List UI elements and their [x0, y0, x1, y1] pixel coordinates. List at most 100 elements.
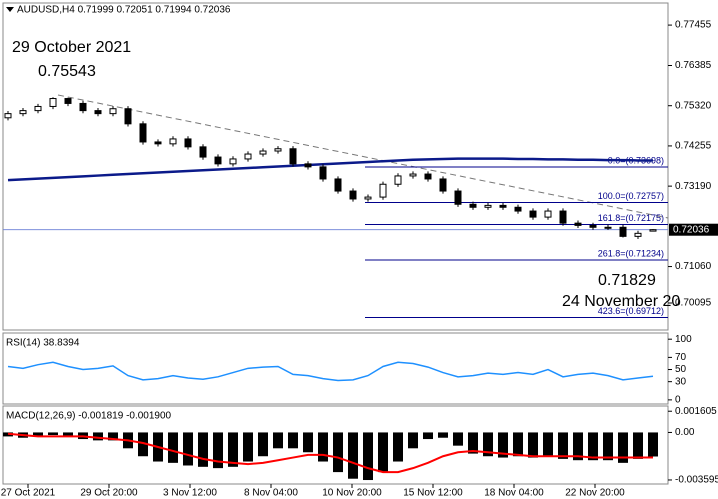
- histogram-bar: [468, 432, 478, 454]
- y-tick-label: 100: [675, 334, 692, 345]
- histogram-bar: [633, 432, 643, 459]
- candle-body: [49, 98, 57, 107]
- histogram-bar: [423, 432, 433, 440]
- candle-body: [379, 183, 387, 198]
- histogram-bar: [528, 432, 538, 458]
- price-tag-label: 0.72036: [673, 224, 710, 235]
- y-tick-label: 0.70095: [675, 298, 712, 309]
- histogram-bar: [108, 432, 118, 441]
- candle-body: [574, 222, 582, 226]
- dropdown-icon[interactable]: [6, 7, 14, 12]
- y-tick-label: 0.001605: [675, 406, 717, 417]
- candle-body: [199, 146, 207, 158]
- histogram-bar: [498, 432, 508, 458]
- histogram-bar: [618, 432, 628, 463]
- candle-body: [589, 224, 597, 228]
- candle-body: [304, 163, 312, 168]
- indicator-line: [7, 361, 654, 382]
- y-tick-label: 0.71060: [675, 261, 712, 272]
- candle-body: [529, 210, 537, 218]
- fib-label: 100.0=(0.72757): [598, 191, 664, 201]
- candle-body: [349, 190, 357, 200]
- histogram-bar: [393, 432, 403, 462]
- histogram-bar: [213, 432, 223, 469]
- candle-body: [484, 204, 492, 208]
- y-tick-label: 0: [675, 395, 681, 406]
- y-tick-label: 0.73190: [675, 181, 712, 192]
- x-tick-label: 27 Oct 2021: [1, 488, 56, 499]
- histogram-bar: [273, 432, 283, 449]
- candle-body: [454, 190, 462, 205]
- x-tick-label: 8 Nov 04:00: [244, 488, 298, 499]
- candle-body: [409, 173, 417, 177]
- y-tick-label: 0.77455: [675, 20, 712, 31]
- annotation: 29 October 2021: [12, 39, 131, 56]
- candle-body: [514, 206, 522, 212]
- candle-body: [499, 204, 507, 208]
- indicator-line: [7, 432, 653, 474]
- histogram-bar: [543, 432, 553, 457]
- candle-body: [334, 178, 342, 192]
- candle-body: [109, 108, 117, 115]
- candle-body: [394, 175, 402, 185]
- histogram-bar: [63, 432, 73, 437]
- candle-body: [619, 226, 627, 237]
- candle-body: [364, 196, 372, 200]
- histogram-bar: [573, 432, 583, 461]
- y-tick-label: 30: [675, 376, 687, 387]
- histogram-bar: [93, 432, 103, 441]
- y-tick-label: 0.76385: [675, 60, 712, 71]
- symbol-header: AUDUSD,H4 0.71999 0.72051 0.71994 0.7203…: [17, 5, 231, 16]
- candle-body: [289, 148, 297, 165]
- x-tick-label: 3 Nov 12:00: [163, 488, 217, 499]
- candle-body: [169, 138, 177, 145]
- candle-body: [634, 232, 642, 237]
- histogram-bar: [228, 432, 238, 467]
- histogram-bar: [378, 432, 388, 473]
- rsi-panel: [2, 332, 669, 405]
- histogram-bar: [603, 432, 613, 461]
- histogram-bar: [513, 432, 523, 457]
- x-tick-label: 18 Nov 04:00: [484, 488, 544, 499]
- candle-body: [439, 178, 447, 192]
- candle-body: [244, 153, 252, 160]
- x-tick-label: 22 Nov 20:00: [565, 488, 625, 499]
- candle-body: [184, 138, 192, 148]
- annotation: 24 November 20: [562, 293, 680, 310]
- indicator-line: [7, 157, 653, 182]
- candle-body: [424, 173, 432, 180]
- price-tag: [669, 223, 718, 236]
- trendline: [57, 94, 669, 219]
- candle-body: [124, 108, 132, 125]
- candle-body: [64, 98, 72, 104]
- histogram-bar: [138, 432, 148, 457]
- candle-body: [154, 141, 162, 145]
- candle-body: [649, 229, 657, 232]
- candle-body: [34, 105, 42, 112]
- histogram-bar: [198, 432, 208, 467]
- histogram-bar: [453, 432, 463, 446]
- y-tick-label: 0.00: [675, 427, 695, 438]
- candle-body: [214, 156, 222, 165]
- histogram-bar: [258, 432, 268, 457]
- x-tick-label: 29 Oct 20:00: [80, 488, 138, 499]
- histogram-bar: [33, 432, 43, 437]
- histogram-bar: [438, 432, 448, 438]
- histogram-bar: [648, 432, 658, 457]
- candle-body: [139, 123, 147, 143]
- histogram-bar: [333, 432, 343, 473]
- y-tick-label: 50: [675, 364, 687, 375]
- y-tick-label: 70: [675, 352, 687, 363]
- histogram-bar: [348, 432, 358, 479]
- candle-body: [229, 158, 237, 165]
- histogram-bar: [318, 432, 328, 462]
- candle-body: [319, 166, 327, 180]
- annotation: 0.71829: [598, 272, 656, 289]
- candle-body: [79, 102, 87, 112]
- histogram-bar: [408, 432, 418, 449]
- histogram-bar: [558, 432, 568, 459]
- candle-body: [604, 226, 612, 229]
- fib-label: 261.8=(0.71234): [598, 248, 664, 258]
- macd-title: MACD(12,26,9) -0.001819 -0.001900: [6, 411, 172, 422]
- candle-body: [259, 150, 267, 155]
